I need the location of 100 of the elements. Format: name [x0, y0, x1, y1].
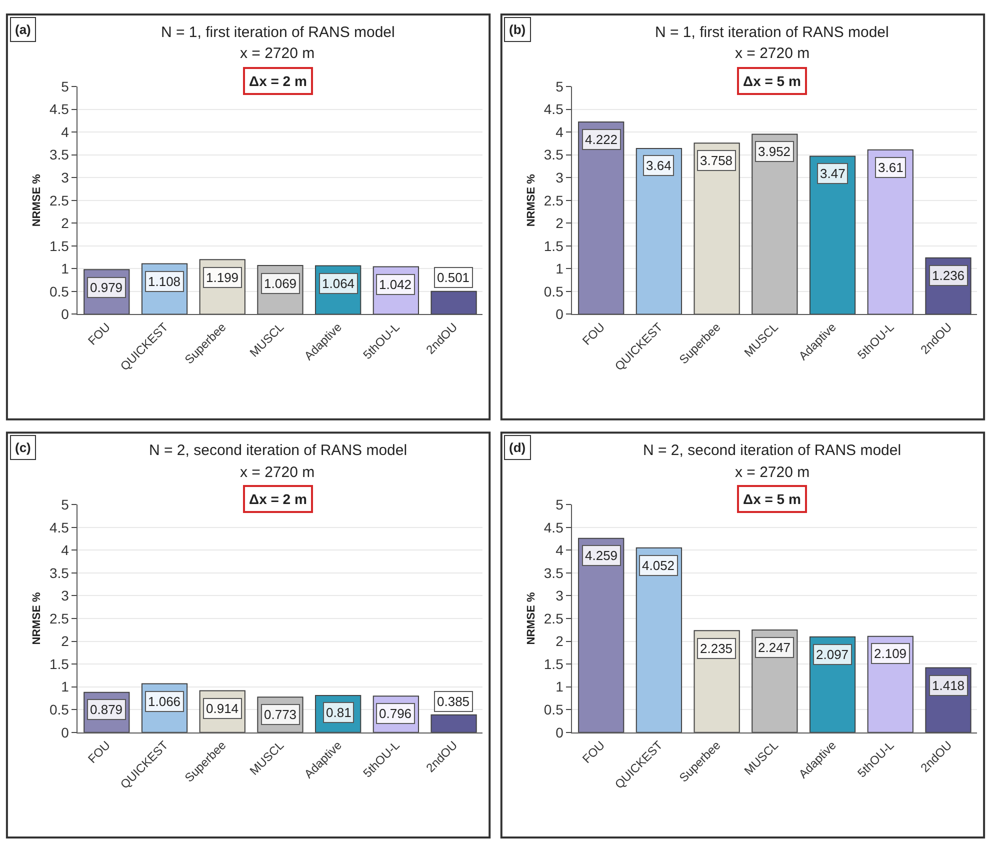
data-label: 2.235 — [700, 641, 733, 656]
y-tick-label: 1.5 — [49, 656, 70, 672]
data-label: 1.418 — [932, 678, 965, 693]
data-label: 4.259 — [585, 548, 618, 563]
y-tick-label: 4 — [61, 124, 70, 140]
y-tick-label: 2.5 — [544, 192, 564, 208]
y-tick-label: 3.5 — [544, 564, 564, 581]
data-label: 0.796 — [379, 706, 412, 721]
data-label: 4.052 — [642, 558, 675, 573]
y-tick-label: 2.5 — [49, 192, 70, 208]
chart-title: N = 1, first iteration of RANS model — [655, 24, 889, 41]
y-tick-label: 0 — [61, 306, 70, 322]
y-tick-label: 2 — [61, 215, 70, 232]
data-label: 0.979 — [90, 280, 123, 295]
y-tick-label: 1 — [556, 678, 564, 695]
chart-title: N = 2, second iteration of RANS model — [643, 442, 902, 459]
y-tick-label: 4 — [61, 542, 70, 558]
y-tick-label: 3 — [61, 170, 70, 186]
y-tick-label: 3.5 — [544, 146, 564, 163]
y-axis-title: NRMSE % — [31, 174, 44, 227]
y-tick-label: 5 — [556, 496, 564, 513]
y-tick-label: 2 — [556, 633, 564, 650]
data-label: 1.069 — [264, 276, 297, 291]
data-label: 1.066 — [148, 694, 181, 709]
annotation: Δx = 5 m — [743, 73, 801, 89]
y-tick-label: 1 — [61, 260, 70, 277]
y-tick-label: 5 — [61, 78, 70, 94]
data-label: 1.064 — [322, 276, 355, 291]
data-label: 2.097 — [816, 647, 849, 662]
annotation: Δx = 2 m — [249, 73, 307, 89]
y-tick-label: 3 — [556, 588, 564, 604]
text: (c) — [15, 440, 31, 455]
text: (a) — [15, 22, 31, 37]
chart-subtitle: x = 2720 m — [735, 45, 810, 62]
bar — [752, 134, 798, 314]
y-tick-label: 0 — [556, 306, 564, 322]
bar — [809, 156, 856, 314]
data-label: 2.109 — [874, 646, 907, 661]
data-label: 1.042 — [379, 277, 412, 292]
y-tick-label: 2.5 — [544, 610, 564, 626]
chart-subtitle: x = 2720 m — [735, 464, 810, 481]
data-label: 1.199 — [206, 270, 239, 285]
y-tick-label: 4 — [556, 542, 564, 558]
data-label: 3.758 — [700, 153, 733, 168]
data-label: 0.81 — [326, 705, 352, 720]
data-label: 0.385 — [437, 694, 470, 709]
annotation: Δx = 2 m — [249, 491, 307, 507]
data-label: 1.236 — [932, 268, 965, 283]
y-tick-label: 1 — [556, 260, 564, 277]
data-label: 0.879 — [90, 702, 123, 717]
bar — [636, 547, 682, 732]
chart-subtitle: x = 2720 m — [240, 464, 315, 481]
data-label: 3.47 — [820, 166, 846, 181]
y-tick-label: 3 — [556, 170, 564, 186]
y-tick-label: 3.5 — [49, 564, 70, 581]
y-tick-label: 2 — [61, 633, 70, 650]
y-tick-label: 0.5 — [544, 701, 564, 718]
data-label: 4.222 — [585, 132, 618, 147]
y-axis-title: NRMSE % — [31, 592, 44, 645]
data-label: 3.61 — [878, 160, 904, 175]
bar — [430, 290, 477, 314]
y-tick-label: 0 — [61, 724, 70, 740]
y-tick-label: 3 — [61, 588, 70, 604]
y-tick-label: 0.5 — [49, 283, 70, 300]
data-label: 2.247 — [758, 640, 791, 655]
y-axis-title: NRMSE % — [526, 592, 538, 645]
bar — [867, 149, 914, 314]
y-tick-label: 0.5 — [544, 283, 564, 300]
data-label: 3.952 — [758, 144, 791, 159]
chart-title: N = 1, first iteration of RANS model — [161, 24, 395, 41]
bar — [578, 538, 624, 732]
text: (b) — [509, 22, 526, 37]
y-tick-label: 4.5 — [544, 101, 564, 118]
annotation: Δx = 5 m — [743, 491, 801, 507]
bar — [636, 148, 682, 314]
y-tick-label: 4.5 — [49, 519, 70, 536]
data-label: 3.64 — [646, 158, 672, 173]
bar — [430, 714, 477, 732]
y-tick-label: 1.5 — [544, 656, 564, 672]
y-tick-label: 0 — [556, 724, 564, 740]
y-tick-label: 3.5 — [49, 146, 70, 163]
y-tick-label: 4 — [556, 124, 564, 140]
y-tick-label: 0.5 — [49, 701, 70, 718]
text: (d) — [509, 440, 526, 455]
y-tick-label: 1.5 — [49, 238, 70, 254]
y-tick-label: 1 — [61, 678, 70, 695]
y-tick-label: 4.5 — [544, 519, 564, 536]
data-label: 0.773 — [264, 707, 297, 722]
y-tick-label: 2 — [556, 215, 564, 232]
data-label: 1.108 — [148, 274, 181, 289]
y-tick-label: 5 — [556, 78, 564, 94]
data-label: 0.501 — [437, 270, 470, 285]
bar — [578, 121, 624, 314]
y-tick-label: 5 — [61, 496, 70, 513]
y-tick-label: 1.5 — [544, 238, 564, 254]
y-axis-title: NRMSE % — [526, 174, 538, 227]
chart-title: N = 2, second iteration of RANS model — [149, 442, 408, 459]
y-tick-label: 2.5 — [49, 610, 70, 626]
chart-subtitle: x = 2720 m — [240, 45, 315, 62]
data-label: 0.914 — [206, 701, 239, 716]
